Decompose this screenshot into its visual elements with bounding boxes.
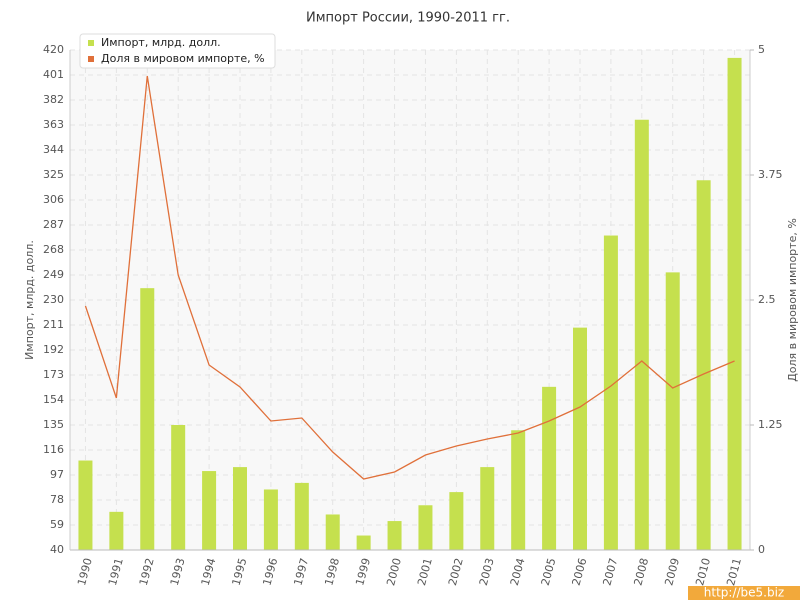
legend-entry: Импорт, млрд. долл. bbox=[101, 36, 221, 49]
y2-tick-label: 5 bbox=[758, 43, 765, 56]
y-tick-label: 154 bbox=[43, 393, 64, 406]
bar bbox=[140, 288, 155, 550]
y2-tick-label: 0 bbox=[758, 543, 765, 556]
y-tick-label: 363 bbox=[43, 118, 64, 131]
x-tick-label: 1991 bbox=[106, 557, 126, 587]
legend-swatch bbox=[88, 56, 94, 62]
bar bbox=[418, 505, 433, 550]
bar bbox=[356, 535, 371, 550]
y-tick-label: 192 bbox=[43, 343, 64, 356]
bar bbox=[325, 514, 340, 550]
bar bbox=[542, 386, 557, 550]
y-tick-label: 40 bbox=[50, 543, 64, 556]
bar bbox=[171, 425, 186, 550]
y-tick-label: 249 bbox=[43, 268, 64, 281]
x-tick-label: 1994 bbox=[199, 557, 219, 587]
x-tick-label: 2003 bbox=[477, 557, 497, 587]
bar bbox=[233, 467, 247, 550]
watermark: http://be5.biz bbox=[704, 586, 784, 600]
x-tick-label: 1996 bbox=[261, 557, 281, 587]
bar bbox=[511, 430, 526, 550]
x-tick-label: 2004 bbox=[508, 557, 528, 587]
y-tick-label: 135 bbox=[43, 418, 64, 431]
y2-tick-label: 1.25 bbox=[758, 418, 783, 431]
x-tick-label: 2007 bbox=[601, 557, 621, 587]
bar bbox=[294, 482, 309, 550]
bar bbox=[202, 471, 217, 550]
marks bbox=[78, 57, 742, 551]
x-tick-label: 1993 bbox=[168, 557, 188, 587]
x-tick-label: 2000 bbox=[384, 557, 404, 587]
y-axis-title: Импорт, млрд. долл. bbox=[23, 240, 36, 360]
x-tick-label: 1997 bbox=[291, 557, 311, 587]
bar bbox=[263, 489, 278, 550]
bar bbox=[78, 460, 93, 550]
y-tick-label: 420 bbox=[43, 43, 64, 56]
legend: Импорт, млрд. долл. Доля в мировом импор… bbox=[79, 33, 276, 69]
legend-box bbox=[79, 33, 276, 69]
watermark-bg bbox=[688, 586, 800, 600]
y-tick-label: 268 bbox=[43, 243, 64, 256]
bar bbox=[109, 511, 124, 550]
bar bbox=[449, 492, 464, 550]
y-tick-label: 287 bbox=[43, 218, 64, 231]
bar bbox=[573, 327, 587, 550]
y-tick-label: 382 bbox=[43, 93, 64, 106]
x-tick-label: 1990 bbox=[75, 557, 95, 587]
x-tick-label: 2005 bbox=[539, 557, 559, 587]
y-tick-label: 230 bbox=[43, 293, 64, 306]
x-tick-label: 2006 bbox=[570, 557, 590, 587]
legend-swatch bbox=[88, 40, 94, 46]
line bbox=[84, 75, 735, 480]
x-tick-label: 2010 bbox=[693, 557, 713, 587]
y-tick-label: 325 bbox=[43, 168, 64, 181]
y2-axis-title: Доля в мировом импорте, % bbox=[786, 218, 799, 382]
bar bbox=[387, 521, 402, 550]
y-tick-label: 97 bbox=[50, 468, 64, 481]
bar bbox=[634, 119, 649, 550]
bar bbox=[603, 235, 618, 551]
bar bbox=[696, 180, 711, 550]
bar bbox=[480, 467, 495, 550]
x-tick-label: 2008 bbox=[631, 557, 651, 587]
y-tick-label: 59 bbox=[50, 518, 64, 531]
legend-entry: Доля в мировом импорте, % bbox=[101, 52, 265, 65]
bar bbox=[727, 57, 742, 550]
x-tick-label: 2011 bbox=[724, 557, 744, 587]
y2-tick-label: 3.75 bbox=[758, 168, 783, 181]
y-tick-label: 173 bbox=[43, 368, 64, 381]
y-tick-label: 306 bbox=[43, 193, 64, 206]
x-tick-label: 2009 bbox=[662, 557, 682, 587]
x-tick-label: 1998 bbox=[322, 557, 342, 587]
chart-title: Импорт России, 1990-2011 гг. bbox=[306, 11, 510, 26]
x-tick-label: 2001 bbox=[415, 557, 435, 587]
y-tick-label: 344 bbox=[43, 143, 64, 156]
x-tick-label: 1999 bbox=[353, 557, 373, 587]
y2-tick-label: 2.5 bbox=[758, 293, 776, 306]
x-tick-label: 1992 bbox=[137, 557, 157, 587]
y-tick-label: 78 bbox=[50, 493, 64, 506]
x-tick-label: 2002 bbox=[446, 557, 466, 587]
y-tick-label: 211 bbox=[43, 318, 64, 331]
x-tick-label: 1995 bbox=[230, 557, 250, 587]
bar bbox=[665, 272, 680, 550]
y-tick-label: 116 bbox=[43, 443, 64, 456]
y-tick-label: 401 bbox=[43, 68, 64, 81]
